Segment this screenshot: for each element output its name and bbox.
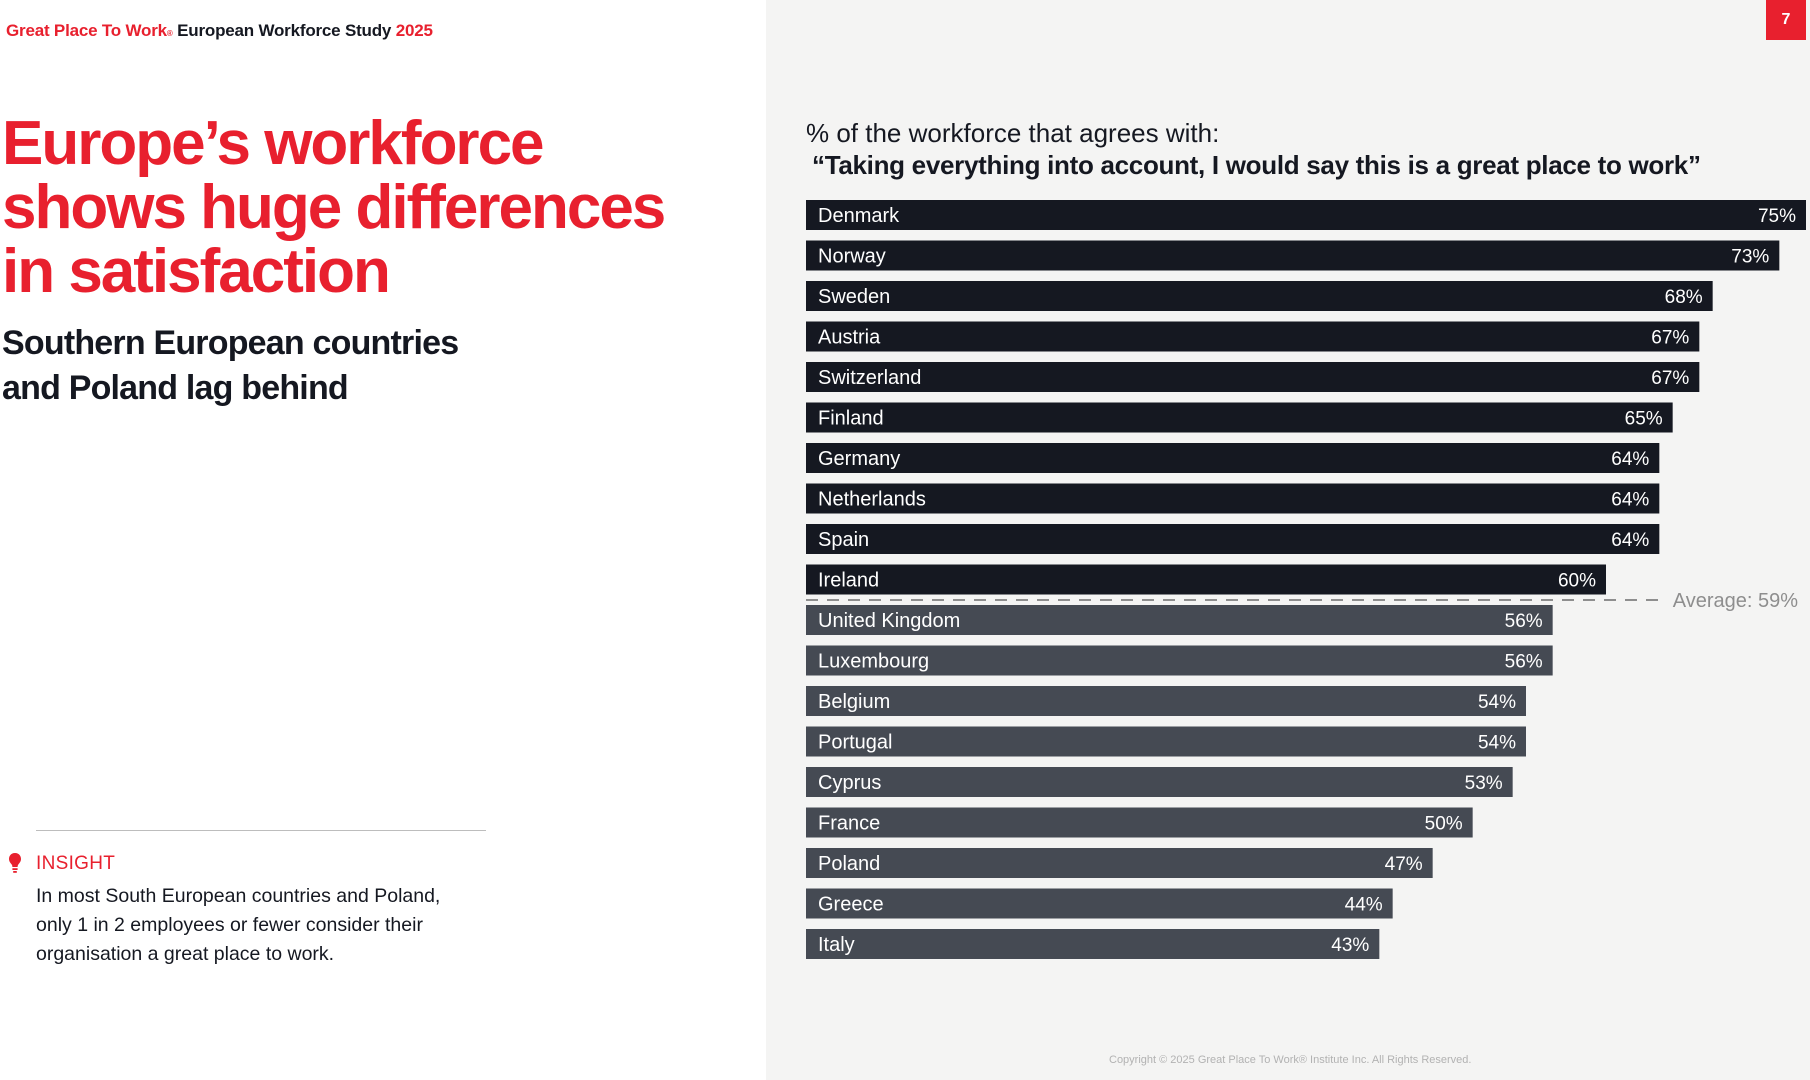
- brand-registered-mark: ®: [166, 29, 173, 38]
- insight-text: In most South European countries and Pol…: [36, 882, 506, 969]
- chart-subtitle: “Taking everything into account, I would…: [812, 150, 1701, 180]
- headline-line-2: shows huge differences: [2, 173, 666, 242]
- insight-line-2: only 1 in 2 employees or fewer consider …: [36, 914, 423, 936]
- subheadline-line-1: Southern European countries: [2, 324, 459, 362]
- insight-line-1: In most South European countries and Pol…: [36, 885, 441, 907]
- page-subheadline: Southern European countries and Poland l…: [2, 321, 562, 411]
- headline-line-3: in satisfaction: [2, 237, 391, 306]
- study-year: 2025: [395, 21, 433, 40]
- lightbulb-icon: [9, 853, 21, 873]
- insight-label: INSIGHT: [36, 853, 116, 874]
- copyright-notice: Copyright © 2025 Great Place To Work® In…: [1109, 1054, 1472, 1066]
- insight-line-3: organisation a great place to work.: [36, 943, 335, 965]
- chart-title: % of the workforce that agrees with:: [806, 118, 1220, 148]
- study-name: European Workforce Study: [177, 21, 392, 40]
- page-headline: Europe’s workforce shows huge difference…: [2, 112, 742, 304]
- brand-name: Great Place To Work: [6, 21, 167, 40]
- insight-divider: [36, 830, 486, 831]
- page-number-badge: 7: [1766, 0, 1806, 40]
- headline-line-1: Europe’s workforce: [2, 109, 545, 178]
- subheadline-line-2: and Poland lag behind: [2, 369, 349, 407]
- report-header: Great Place To Work® European Workforce …: [6, 21, 433, 41]
